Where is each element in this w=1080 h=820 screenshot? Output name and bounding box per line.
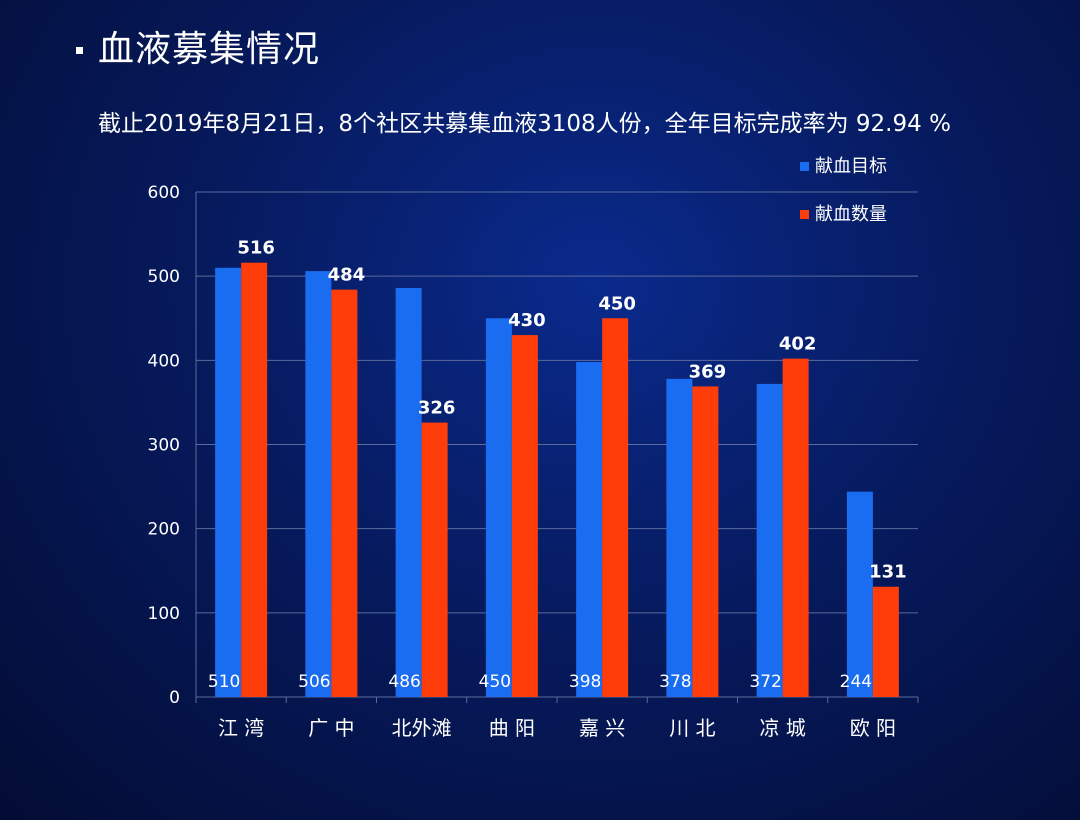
bar-actual (872, 586, 899, 697)
slide-title: 血液募集情况 (98, 29, 321, 70)
x-tick-label: 欧 阳 (850, 716, 896, 740)
bar-target (666, 378, 693, 697)
data-label-target: 510 (208, 672, 240, 692)
data-label-actual: 369 (689, 361, 727, 382)
data-label-actual: 450 (598, 293, 636, 314)
data-label-target: 378 (659, 672, 691, 692)
bar-actual (241, 262, 268, 697)
y-tick-label: 100 (148, 604, 180, 624)
y-tick-label: 400 (148, 351, 180, 371)
legend-label: 献血目标 (815, 156, 887, 177)
x-tick-label: 凉 城 (759, 716, 805, 740)
data-label-target: 372 (749, 672, 781, 692)
bar-actual (602, 318, 629, 697)
data-label-target: 486 (388, 672, 420, 692)
data-label-actual: 484 (328, 265, 366, 286)
x-tick-label: 川 北 (669, 716, 715, 740)
y-tick-label: 500 (148, 267, 180, 287)
y-tick-label: 200 (148, 520, 180, 540)
bar-actual (692, 386, 719, 697)
bar-target (756, 383, 783, 697)
data-label-target: 506 (298, 672, 330, 692)
slide-subtitle: 截止2019年8月21日，8个社区共募集血液3108人份，全年目标完成率为 92… (98, 111, 951, 137)
x-tick-label: 广 中 (308, 716, 354, 740)
x-tick-label: 嘉 兴 (579, 716, 625, 740)
title-bullet-icon (76, 47, 83, 54)
data-label-actual: 131 (869, 562, 907, 583)
legend-swatch (800, 162, 809, 171)
data-label-actual: 402 (779, 334, 817, 355)
bar-target (395, 287, 422, 697)
x-tick-label: 曲 阳 (489, 716, 535, 740)
bar-target (846, 491, 873, 697)
legend-swatch (800, 210, 809, 219)
data-label-actual: 326 (418, 398, 456, 419)
x-tick-label: 北外滩 (392, 716, 452, 740)
legend-label: 献血数量 (815, 204, 887, 225)
data-label-actual: 430 (508, 310, 546, 331)
data-label-actual: 516 (237, 238, 275, 259)
data-label-target: 244 (840, 672, 872, 692)
y-tick-label: 0 (169, 688, 180, 708)
bar-actual (331, 289, 358, 697)
bar-target (215, 267, 242, 697)
bar-target (576, 362, 603, 697)
bar-actual (421, 422, 448, 697)
data-label-target: 450 (479, 672, 511, 692)
bar-target (485, 318, 512, 697)
bar-actual (782, 358, 809, 697)
x-tick-label: 江 湾 (218, 716, 264, 740)
y-tick-label: 600 (148, 183, 180, 203)
bar-target (305, 271, 332, 697)
y-tick-label: 300 (148, 436, 180, 456)
bar-actual (511, 335, 538, 697)
data-label-target: 398 (569, 672, 601, 692)
